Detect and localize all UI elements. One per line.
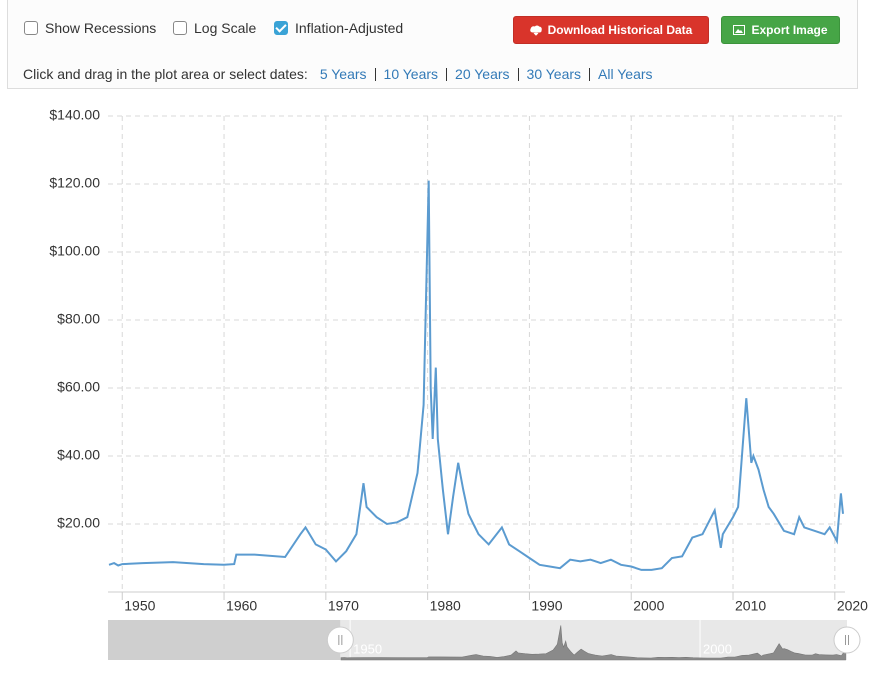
x-tick-label: 1980 (430, 598, 461, 614)
checkbox-label[interactable]: Log Scale (194, 20, 257, 36)
export-button[interactable]: Export Image (721, 16, 840, 44)
navigator-handle[interactable] (833, 626, 861, 654)
y-tick-label: $60.00 (57, 379, 100, 395)
x-tick-label: 2000 (633, 598, 664, 614)
checkbox[interactable]: Show Recessions (24, 20, 156, 36)
range-row: Click and drag in the plot area or selec… (23, 66, 661, 82)
checkbox[interactable]: Inflation-Adjusted (274, 20, 403, 36)
checkbox-label[interactable]: Inflation-Adjusted (295, 20, 404, 36)
y-tick-label: $80.00 (57, 311, 100, 327)
button-label[interactable]: Download Historical Data (547, 23, 693, 37)
y-tick-label: $100.00 (49, 243, 100, 259)
navigator-handle[interactable] (326, 626, 354, 654)
range-link[interactable]: All Years (598, 66, 653, 82)
download-button[interactable]: Download Historical Data (513, 16, 709, 44)
icon (529, 25, 542, 36)
button-label[interactable]: Export Image (751, 23, 828, 37)
separator (589, 67, 591, 81)
y-tick-label: $20.00 (57, 515, 100, 531)
x-tick-label: 1970 (328, 598, 359, 614)
price-line (108, 180, 844, 571)
x-tick-label: 1960 (226, 598, 257, 614)
separator (374, 67, 376, 81)
navigator-outside (108, 620, 341, 660)
navigator-selection (340, 620, 847, 660)
x-tick-label: 1990 (531, 598, 562, 614)
range-link[interactable]: 20 Years (455, 66, 510, 82)
range-link[interactable]: 5 Years (319, 66, 367, 82)
checkbox-box[interactable] (24, 21, 38, 35)
icon (733, 25, 746, 35)
range-link[interactable]: 10 Years (383, 66, 439, 82)
navigator-area (340, 625, 846, 661)
checkbox-label[interactable]: Show Recessions (45, 20, 157, 36)
separator (446, 67, 448, 81)
range-link[interactable]: 30 Years (526, 66, 582, 82)
separator (517, 67, 519, 81)
checkbox-box[interactable] (173, 21, 187, 35)
checkbox[interactable]: Log Scale (173, 20, 256, 36)
navigator-label: 2000 (703, 641, 732, 656)
x-tick-label: 1950 (124, 598, 155, 614)
x-tick-label: 2010 (735, 598, 766, 614)
x-tick-label: 2020 (837, 598, 868, 614)
checkbox-box[interactable] (274, 21, 288, 35)
y-tick-label: $120.00 (49, 175, 100, 191)
y-tick-label: $140.00 (49, 107, 100, 123)
navigator-label: 1950 (353, 641, 382, 656)
controls: Show Recessions Log Scale Inflation-Adju… (7, 0, 858, 89)
y-tick-label: $40.00 (57, 447, 100, 463)
range-prompt: Click and drag in the plot area or selec… (23, 66, 308, 82)
